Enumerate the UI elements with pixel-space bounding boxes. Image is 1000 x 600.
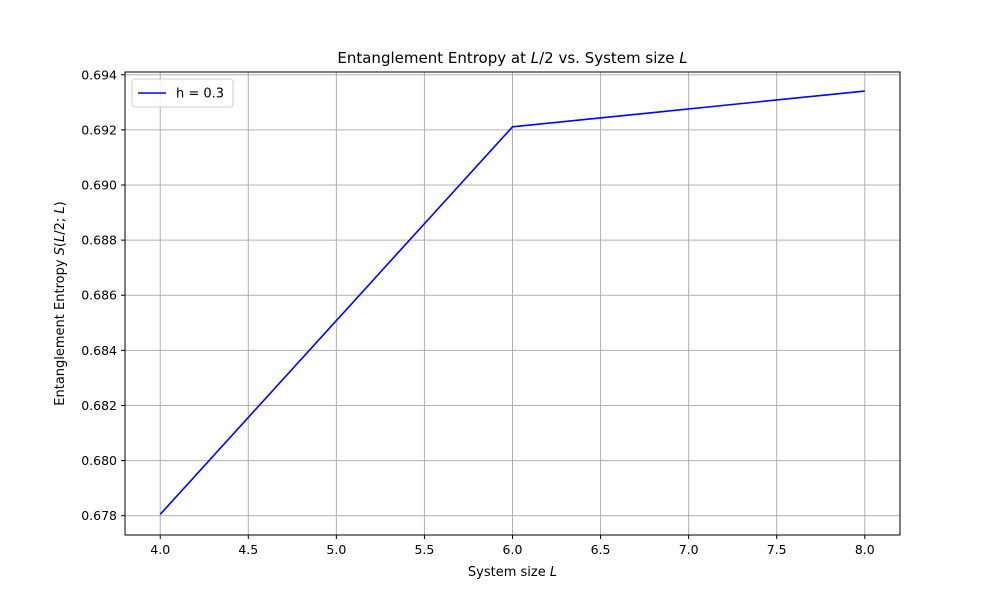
- x-tick-label: 4.0: [150, 542, 170, 557]
- x-tick-label: 5.0: [326, 542, 346, 557]
- x-tick-label: 7.5: [767, 542, 787, 557]
- x-tick-label: 4.5: [238, 542, 258, 557]
- series-layer: [159, 90, 865, 515]
- y-axis-label: Entanglement Entropy S(L/2; L): [53, 201, 68, 405]
- series-line: [159, 90, 865, 515]
- y-tick-label: 0.682: [81, 398, 117, 413]
- x-tick-label: 5.5: [414, 542, 434, 557]
- y-tick-label: 0.690: [81, 177, 117, 192]
- y-tick-label: 0.680: [81, 453, 117, 468]
- grid: [125, 72, 900, 535]
- y-tick-label: 0.686: [81, 288, 117, 303]
- y-tick-label: 0.694: [81, 67, 117, 82]
- axis-ticks: 4.0 4.5 5.0 5.5 6.0 6.5 7.0 7.5 8.0 0.678 0.680 0.6…: [81, 67, 875, 557]
- y-tick-label: 0.688: [81, 233, 117, 248]
- legend: h = 0.3: [131, 78, 234, 108]
- legend-entry-label: h = 0.3: [176, 87, 224, 102]
- chart-title: Entanglement Entropy at L/2 vs. System s…: [337, 49, 687, 67]
- y-tick-label: 0.684: [81, 343, 117, 358]
- x-axis-label: System size L: [468, 565, 557, 580]
- x-tick-label: 6.5: [591, 542, 611, 557]
- x-tick-label: 8.0: [855, 542, 875, 557]
- x-tick-label: 6.0: [503, 542, 523, 557]
- legend-box: [131, 78, 234, 108]
- y-tick-label: 0.692: [81, 122, 117, 137]
- y-tick-label: 0.678: [81, 508, 117, 523]
- x-tick-label: 7.0: [679, 542, 699, 557]
